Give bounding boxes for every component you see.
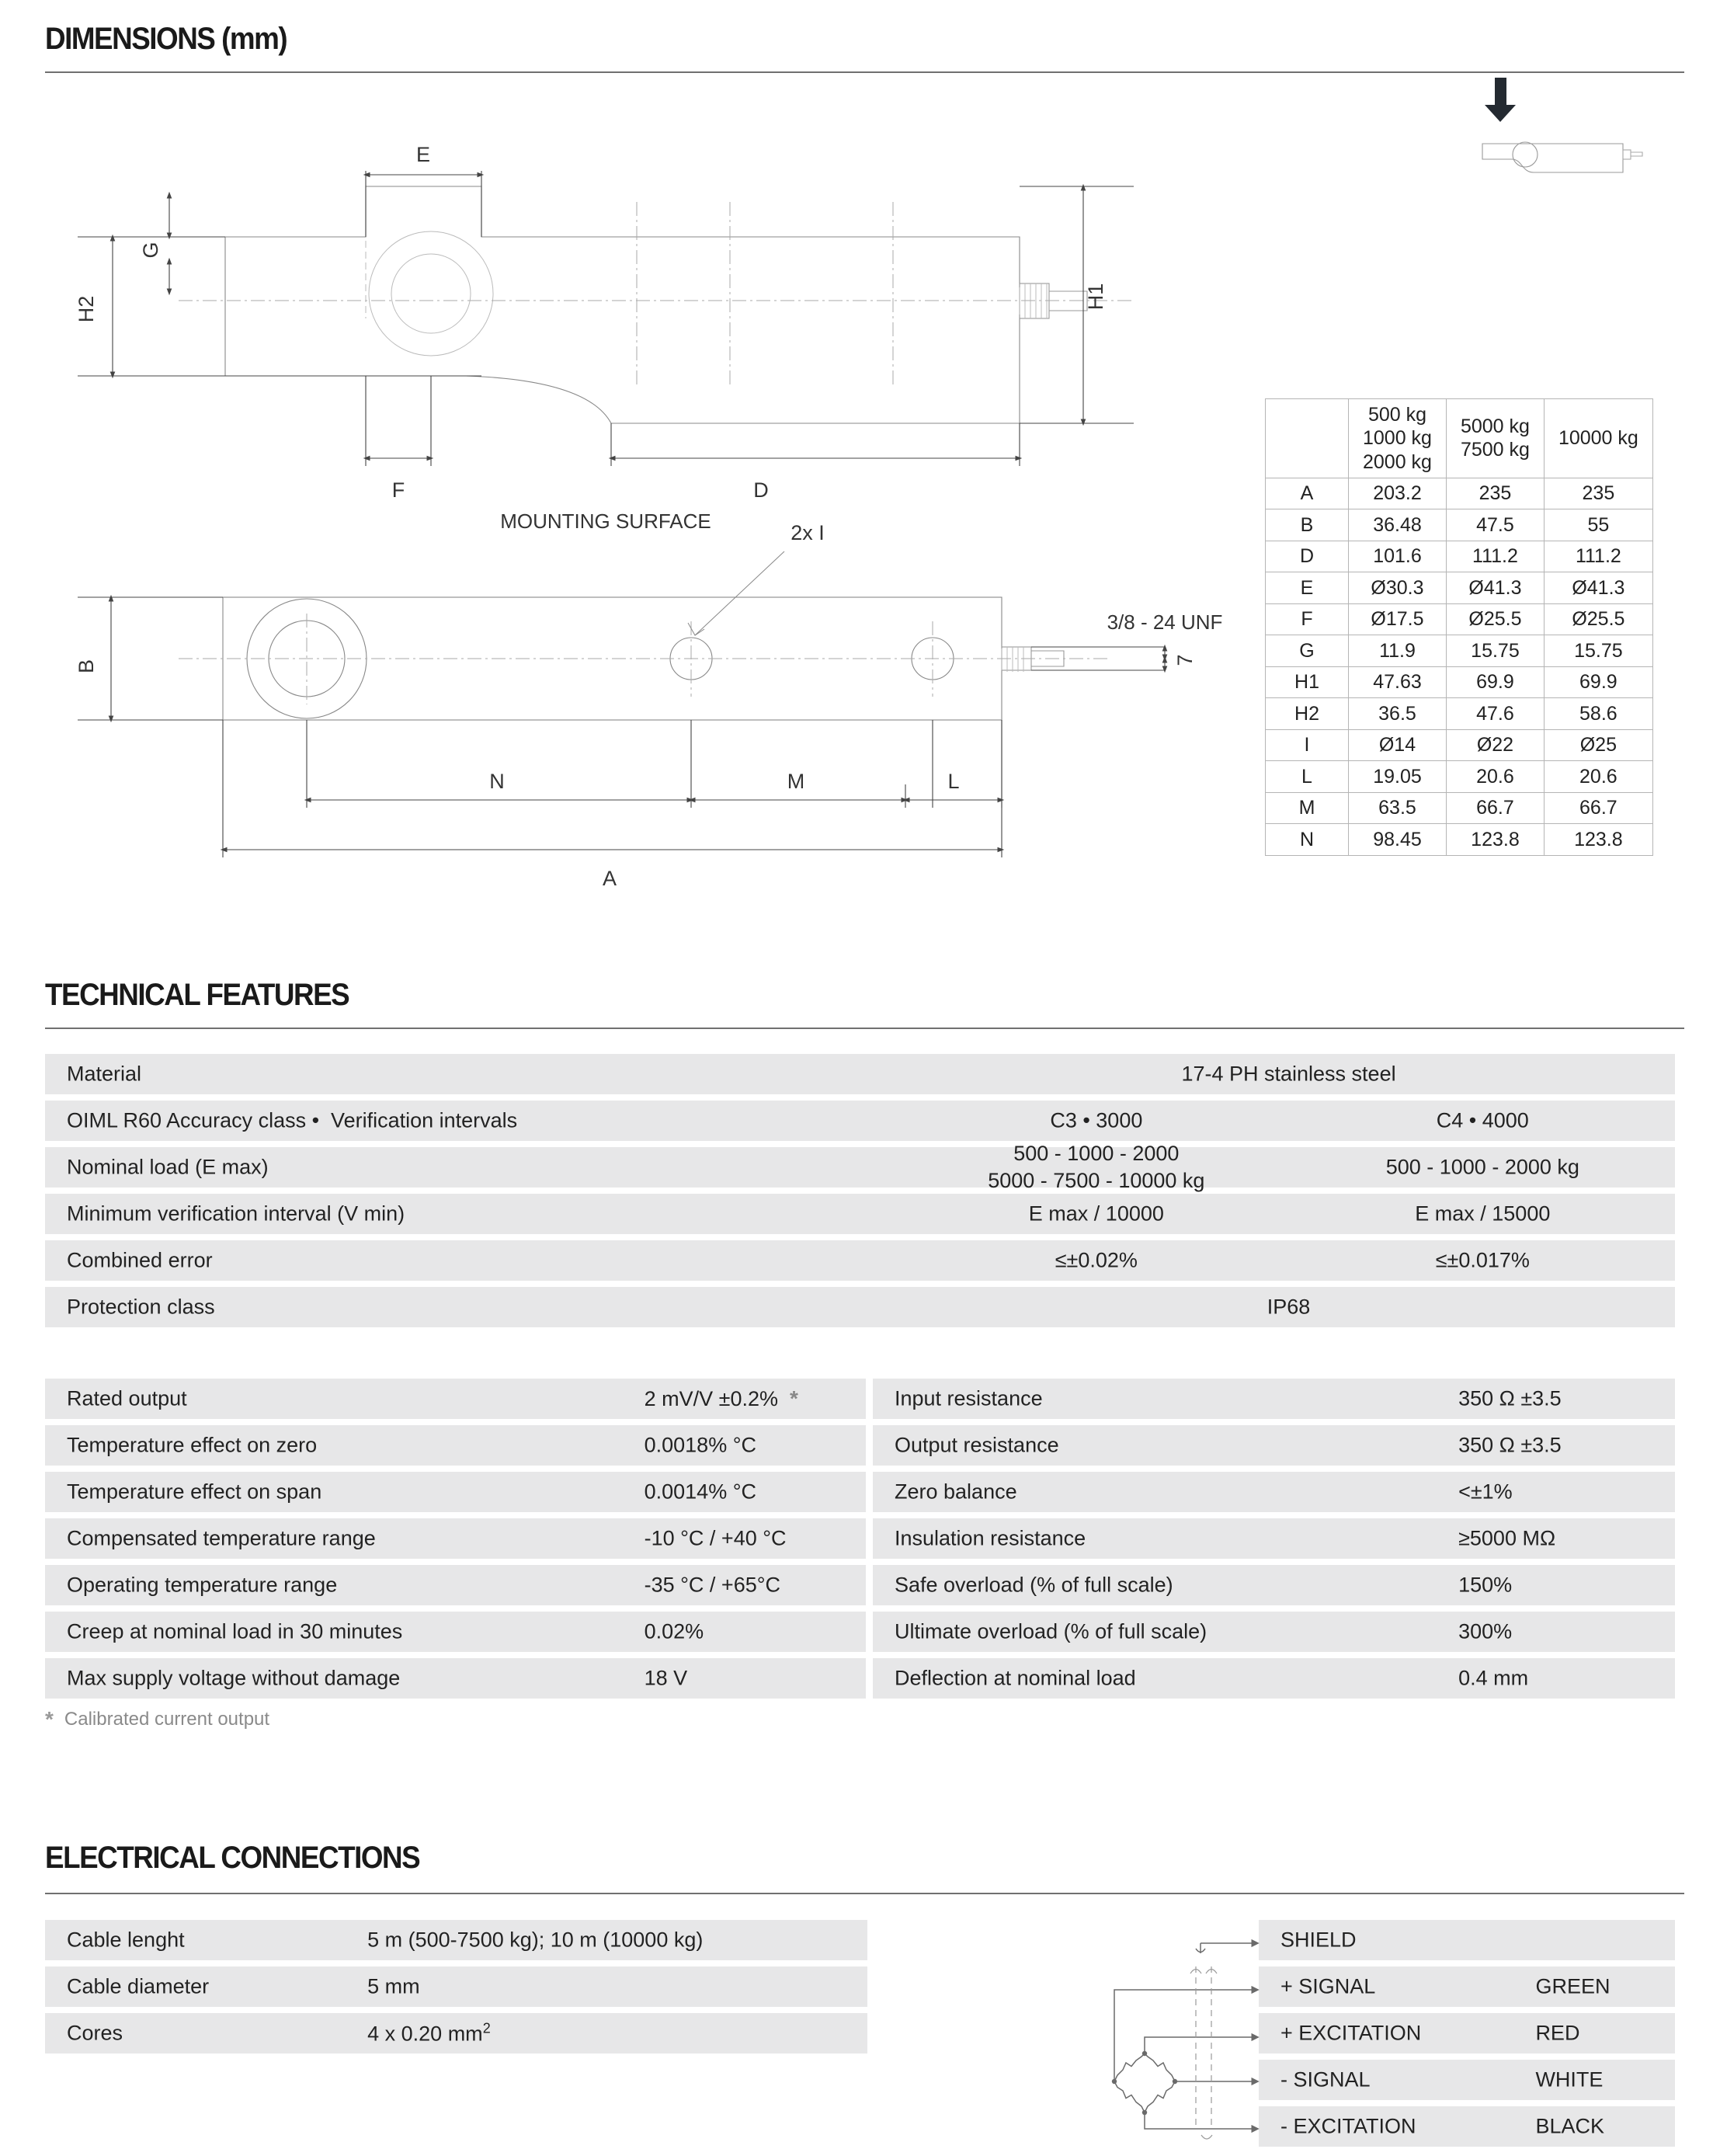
svg-text:H1: H1 — [1084, 283, 1107, 311]
svg-text:H2: H2 — [75, 296, 98, 323]
svg-text:F: F — [392, 478, 405, 502]
svg-text:A: A — [603, 867, 617, 890]
svg-text:N: N — [489, 770, 505, 793]
svg-text:M: M — [787, 770, 805, 793]
svg-text:G: G — [139, 242, 162, 258]
svg-text:2x I: 2x I — [791, 521, 825, 544]
svg-text:MOUNTING SURFACE: MOUNTING SURFACE — [500, 509, 711, 533]
svg-text:7: 7 — [1173, 654, 1197, 666]
svg-text:D: D — [753, 478, 769, 502]
svg-text:B: B — [75, 659, 98, 673]
svg-text:3/8 - 24 UNF: 3/8 - 24 UNF — [1107, 610, 1223, 634]
svg-text:L: L — [947, 770, 959, 793]
svg-text:E: E — [416, 143, 430, 166]
